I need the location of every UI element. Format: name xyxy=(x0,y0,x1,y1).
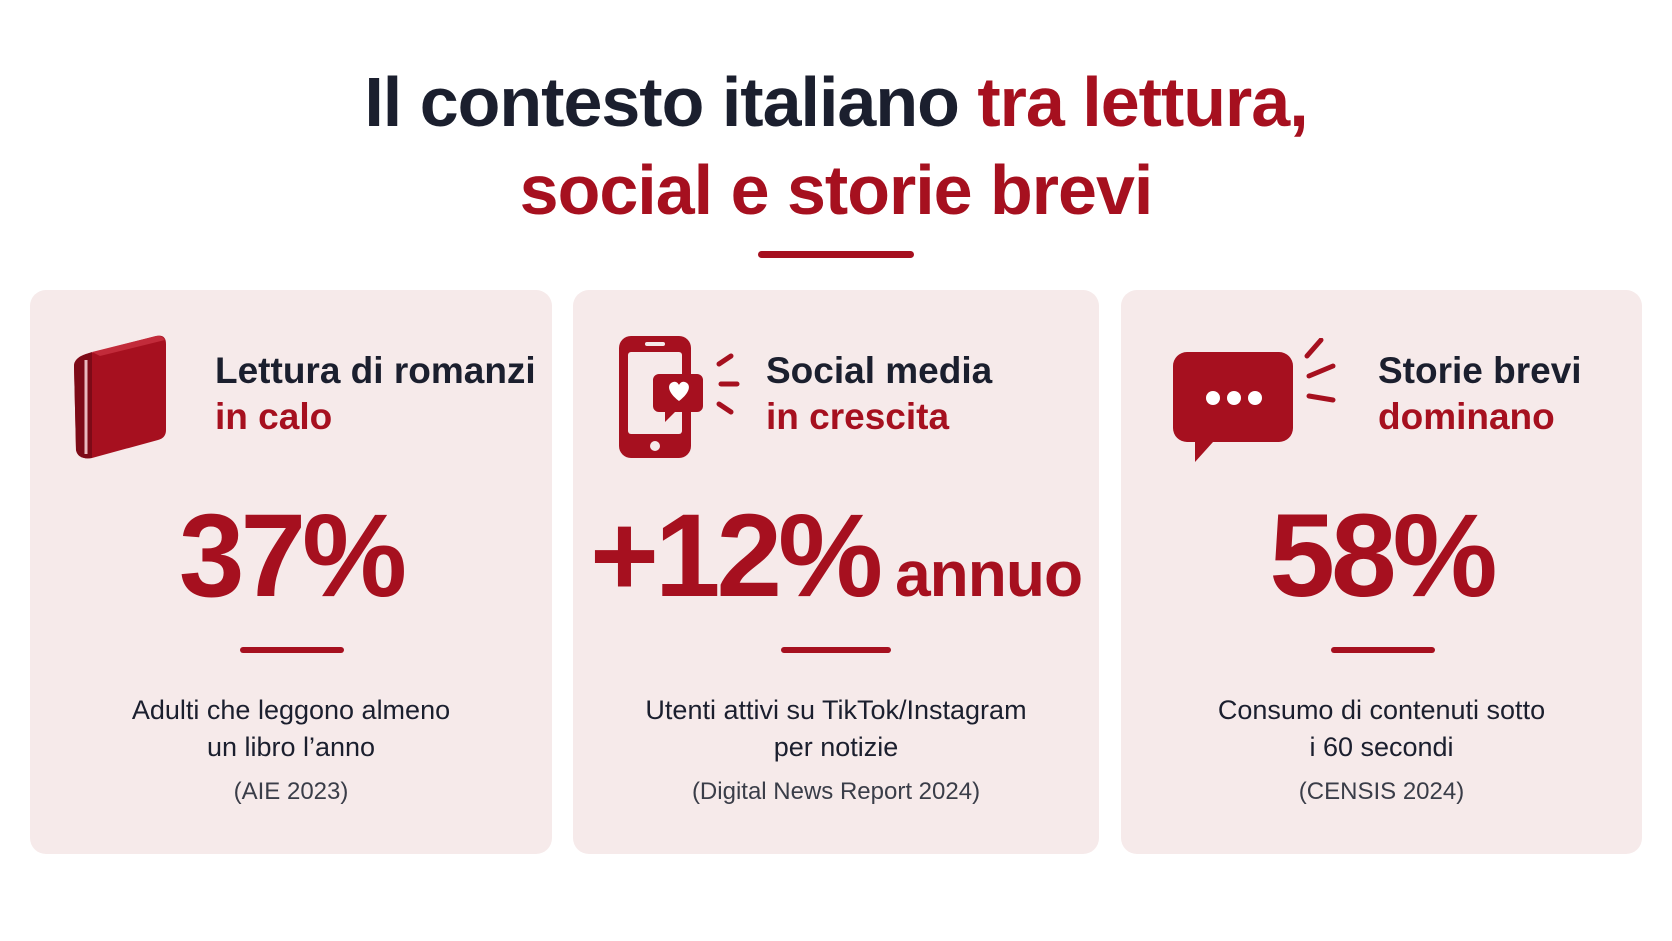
heading-line-2: in calo xyxy=(215,396,333,437)
description-line-1: Adulti che leggono almeno xyxy=(131,695,451,725)
heading-line-1: Social media xyxy=(766,350,993,391)
stat-value: +12% annuo xyxy=(573,488,1099,624)
description-line-1: Utenti attivi su TikTok/Instagram xyxy=(645,695,1027,725)
heading-line-2: in crescita xyxy=(766,396,950,437)
heading-line-2: dominano xyxy=(1378,396,1555,437)
source-citation: (CENSIS 2024) xyxy=(1298,778,1465,805)
heading-line-1: Storie brevi xyxy=(1378,350,1582,391)
stat-divider xyxy=(781,647,891,653)
card-short-stories: Storie brevi dominano 58% Consumo di con… xyxy=(1121,290,1642,854)
description-line-2: un libro l’anno xyxy=(206,732,376,762)
title-red-part-1: tra lettura, xyxy=(977,63,1308,141)
speech-bubble-icon xyxy=(1173,337,1353,471)
stat-number: 37% xyxy=(178,490,407,622)
stat-number: 58% xyxy=(1269,490,1497,622)
title-red-part-2: social e storie brevi xyxy=(519,151,1154,229)
source-citation: (Digital News Report 2024) xyxy=(691,778,981,805)
card-reading: Lettura di romanzi in calo 37% Adulti ch… xyxy=(30,290,552,854)
card-heading: Storie brevi dominano xyxy=(1378,348,1582,440)
page-title: Il contesto italiano tra lettura, social… xyxy=(0,58,1672,234)
stat-divider xyxy=(240,647,344,653)
stat-value: 37% xyxy=(30,488,552,624)
description-line-2: i 60 secondi xyxy=(1309,732,1454,762)
phone-heart-icon xyxy=(615,334,743,467)
title-underline xyxy=(758,251,914,258)
description-line-1: Consumo di contenuti sotto xyxy=(1217,695,1546,725)
stat-value: 58% xyxy=(1121,488,1642,624)
stat-number: +12% xyxy=(589,490,883,622)
book-icon xyxy=(70,332,176,465)
stat-divider xyxy=(1331,647,1435,653)
card-social: Social media in crescita +12% annuo Utent… xyxy=(573,290,1099,854)
title-dark-part: Il contesto italiano xyxy=(364,63,960,141)
heading-line-1: Lettura di romanzi xyxy=(215,350,536,391)
description-line-2: per notizie xyxy=(773,732,899,762)
stat-unit: annuo xyxy=(895,538,1083,610)
stat-description: Consumo di contenuti sotto i 60 secondi xyxy=(1121,692,1642,766)
stat-description: Adulti che leggono almeno un libro l’ann… xyxy=(30,692,552,766)
stat-description: Utenti attivi su TikTok/Instagram per no… xyxy=(573,692,1099,766)
source-citation: (AIE 2023) xyxy=(233,778,349,805)
card-heading: Social media in crescita xyxy=(766,348,992,440)
card-heading: Lettura di romanzi in calo xyxy=(215,348,536,440)
